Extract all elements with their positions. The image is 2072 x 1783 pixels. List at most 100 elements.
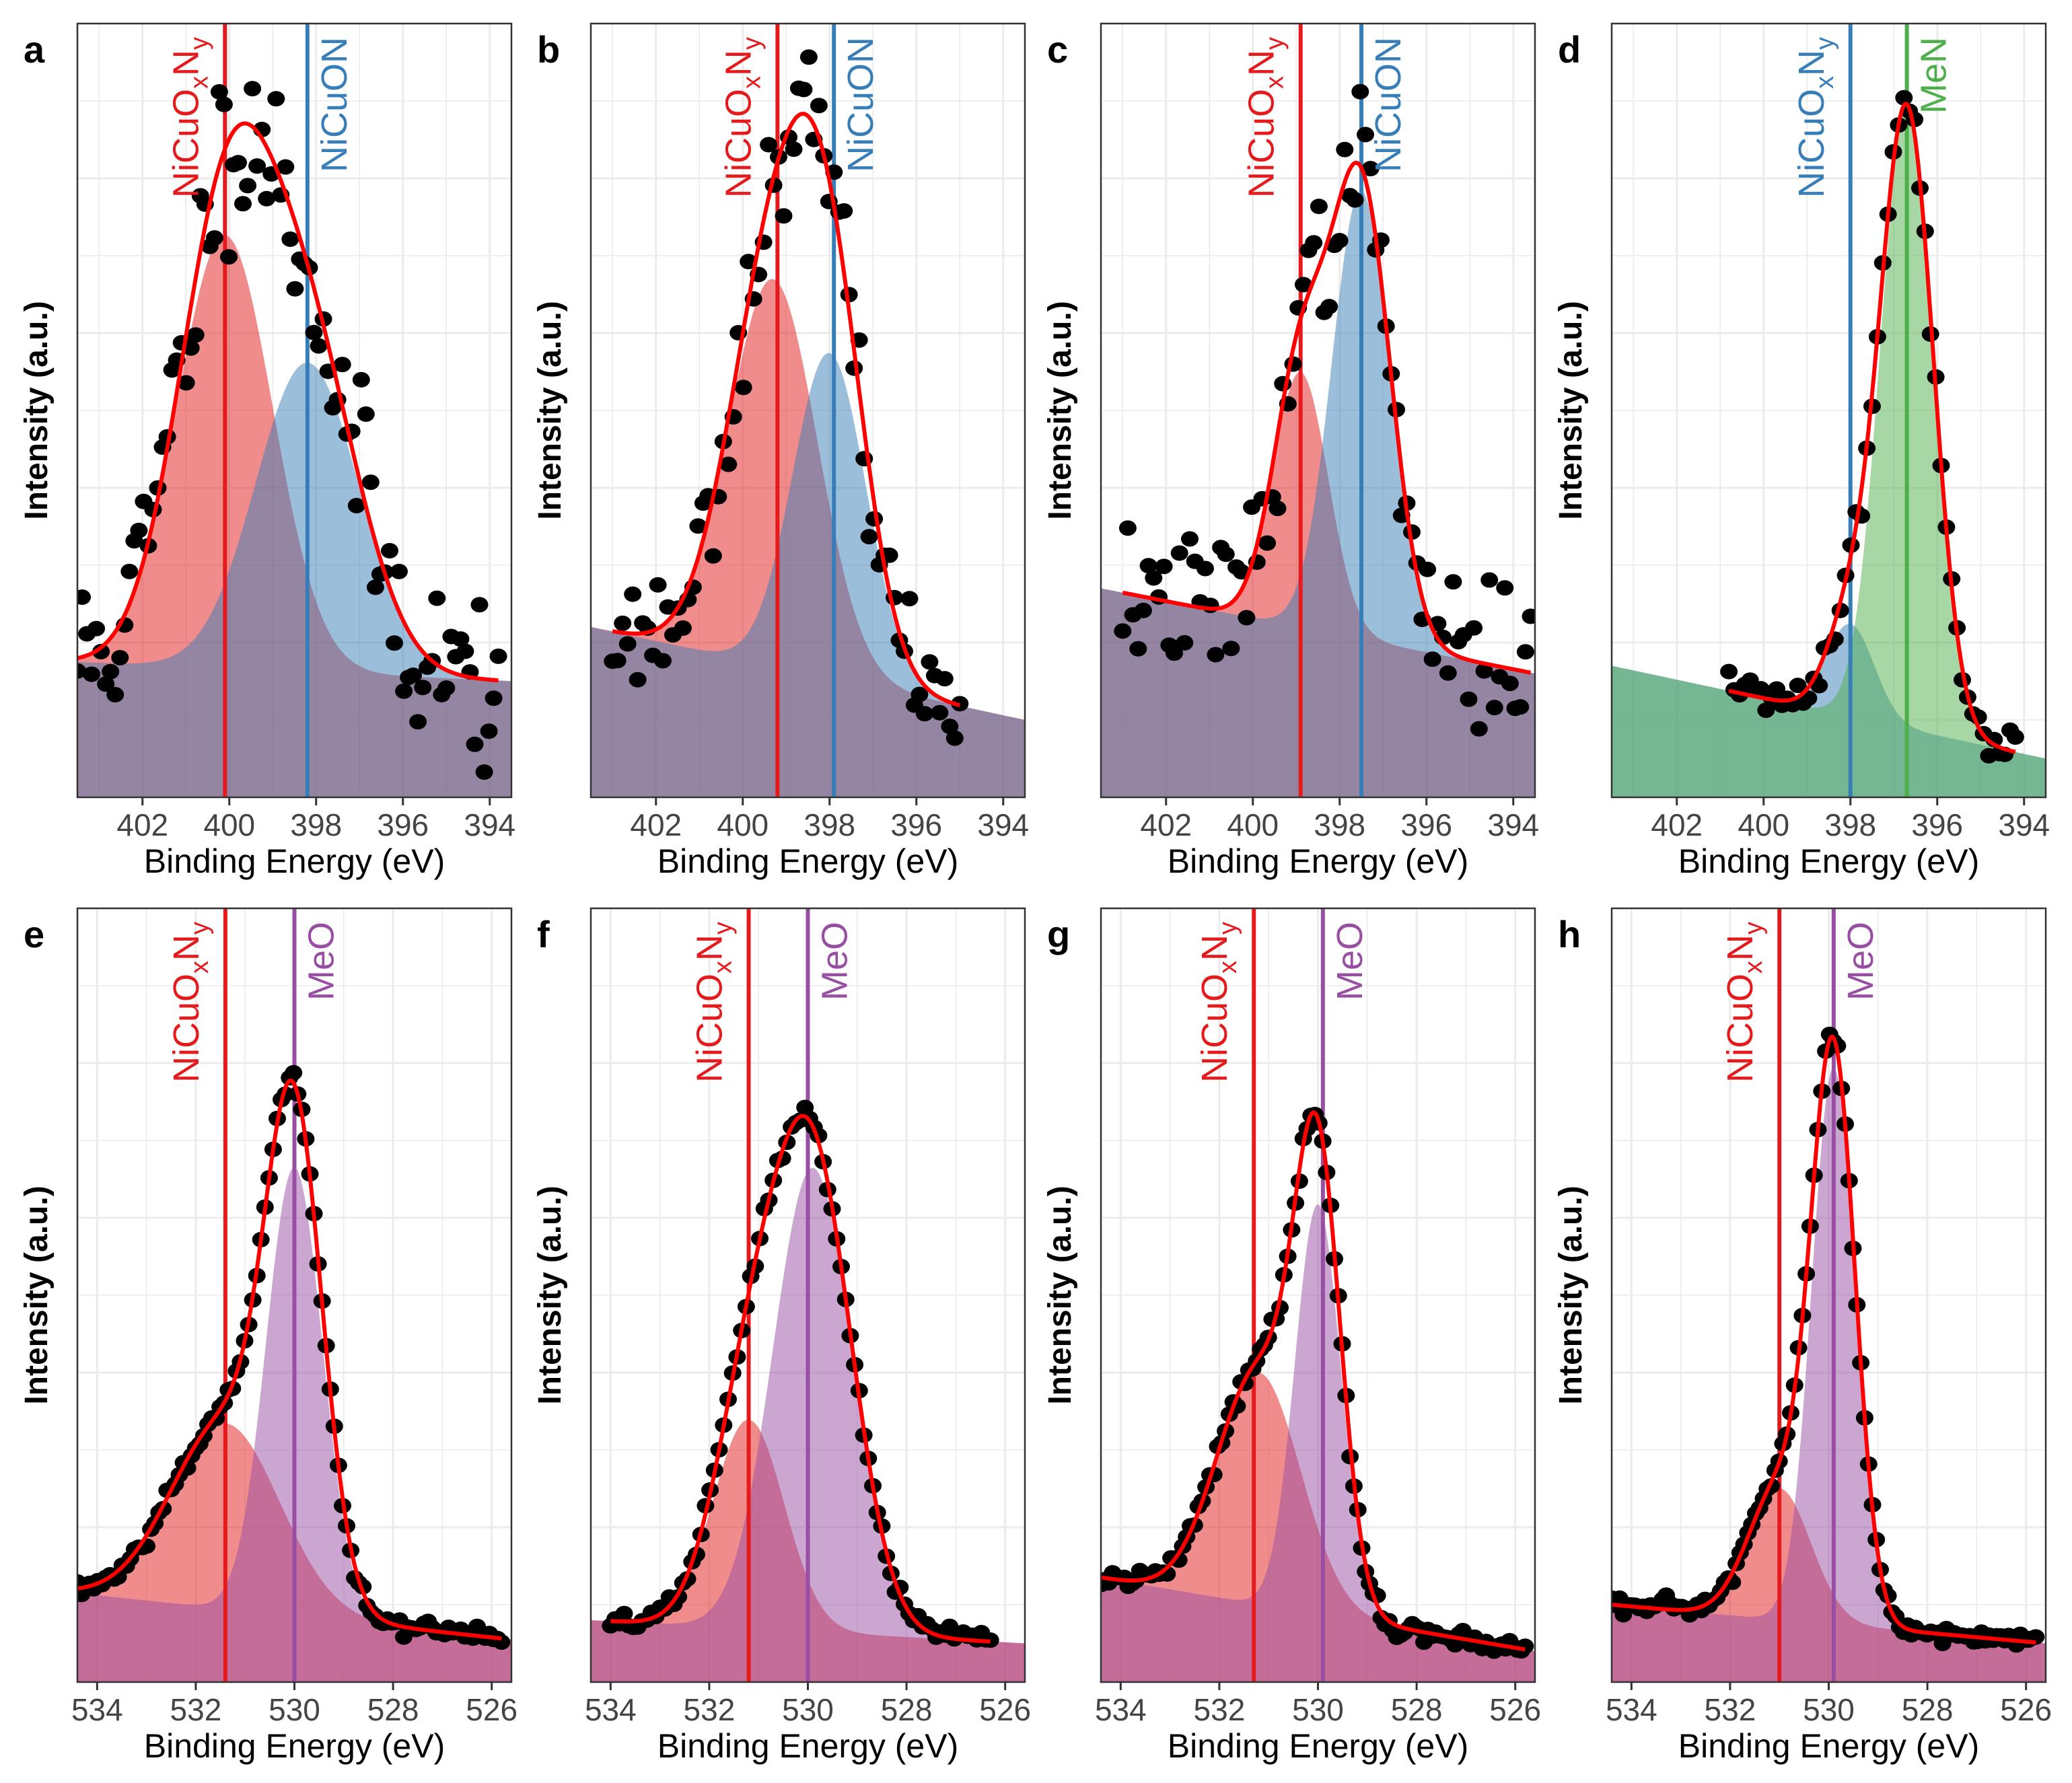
x-tick-label: 532: [170, 1692, 222, 1727]
data-point: [910, 686, 929, 702]
reference-label-nicuoxny: NiCuOxNy: [1791, 37, 1839, 198]
x-tick-label: 398: [1824, 807, 1876, 842]
y-axis-title: Intensity (a.u.): [1042, 1186, 1078, 1404]
data-point: [1118, 520, 1137, 536]
x-tick-label: 526: [1489, 1692, 1541, 1727]
data-point: [390, 563, 408, 579]
data-point: [1269, 501, 1287, 517]
data-point: [229, 155, 247, 171]
fit-envelope-line: [1122, 160, 1532, 675]
x-tick-label: 526: [466, 1692, 517, 1727]
panel-letter: h: [1558, 913, 1581, 955]
reference-label-part: x: [1740, 961, 1768, 974]
reference-label-meo: MeO: [815, 922, 855, 1000]
data-point: [1258, 535, 1277, 551]
x-tick-label: 400: [1738, 807, 1789, 842]
reference-label-part: y: [709, 922, 738, 935]
data-point: [120, 563, 139, 579]
data-point: [215, 96, 233, 112]
reference-label-part: x: [186, 961, 214, 974]
data-point: [1166, 645, 1183, 661]
data-point: [480, 723, 498, 739]
x-tick-label: 530: [1292, 1692, 1344, 1727]
data-point: [466, 736, 484, 752]
data-points: [1114, 83, 1535, 737]
data-point: [248, 158, 266, 174]
data-point: [1361, 161, 1380, 177]
data-point: [106, 687, 124, 702]
x-tick-label: 394: [464, 807, 515, 842]
reference-label-part: N: [1720, 935, 1760, 961]
data-point: [1357, 126, 1374, 143]
data-point: [2006, 729, 2024, 745]
data-point: [1207, 647, 1225, 663]
data-point: [285, 1064, 303, 1081]
fit-envelope-line: [77, 121, 499, 683]
component-nicuon-area: [1101, 190, 1535, 797]
reference-label-part: N: [1791, 50, 1832, 76]
x-tick-label: 528: [1902, 1692, 1954, 1727]
data-point: [1444, 574, 1462, 590]
data-point: [810, 98, 828, 114]
data-point: [915, 706, 933, 722]
panel-g: NiCuOxNy MeO 534 532 530 528 526 Binding Energy…: [1042, 907, 1541, 1765]
data-point: [485, 690, 503, 706]
panel-frame: [1100, 22, 1536, 799]
reference-label-nicuoxny: NiCuOxNy: [718, 37, 766, 198]
data-point: [489, 648, 507, 664]
reference-label-part: MeO: [1841, 922, 1881, 1000]
x-tick-label: 530: [269, 1692, 320, 1727]
reference-label-part: x: [738, 76, 766, 89]
panel-letter: f: [537, 913, 550, 955]
data-point: [83, 666, 101, 682]
data-point: [305, 324, 323, 340]
data-point: [1351, 83, 1369, 100]
reference-label-nicuoxny: NiCuOxNy: [166, 922, 214, 1083]
data-point: [1196, 560, 1214, 577]
data-point: [835, 203, 853, 219]
data-point: [1139, 558, 1157, 574]
data-point: [366, 579, 384, 595]
reference-label-nicuon: NiCuON: [841, 37, 881, 172]
plot-area: [77, 24, 511, 797]
data-point: [220, 249, 238, 265]
data-point: [900, 591, 919, 607]
data-point: [1810, 678, 1828, 694]
reference-label-part: N: [718, 50, 758, 76]
data-point: [775, 208, 793, 224]
x-tick-label: 532: [1194, 1692, 1246, 1727]
x-tick-label: 532: [1705, 1692, 1756, 1727]
data-point: [760, 137, 778, 153]
panel-letter: c: [1047, 28, 1068, 71]
x-tick-label: 534: [1606, 1692, 1657, 1727]
x-tick-label: 402: [1651, 807, 1703, 842]
reference-label-part: NiCuO: [1194, 974, 1235, 1083]
data-point: [286, 281, 304, 297]
x-tick-label: 398: [1314, 807, 1365, 842]
data-point: [111, 650, 129, 665]
x-tick-label: 400: [203, 807, 255, 842]
data-point: [244, 81, 262, 97]
data-point: [1511, 699, 1530, 715]
reference-label-part: NiCuON: [314, 37, 355, 172]
data-point: [102, 663, 120, 680]
data-point: [456, 643, 474, 659]
reference-label-meo: MeO: [301, 922, 342, 1000]
data-point: [386, 635, 403, 651]
x-axis-title: Binding Energy (eV): [144, 1727, 445, 1765]
data-point: [1155, 558, 1173, 575]
data-point: [935, 671, 954, 687]
data-point: [1522, 608, 1535, 624]
x-tick-label: 402: [630, 807, 682, 842]
data-point: [1310, 198, 1328, 215]
x-tick-label: 396: [1911, 807, 1963, 842]
x-axis-title: Binding Energy (eV): [657, 842, 958, 880]
x-tick-label: 396: [1400, 807, 1452, 842]
data-points: [77, 81, 507, 780]
data-point: [654, 653, 672, 669]
data-point: [941, 719, 959, 735]
component-men-area: [1612, 110, 2046, 797]
data-point: [1134, 602, 1152, 618]
